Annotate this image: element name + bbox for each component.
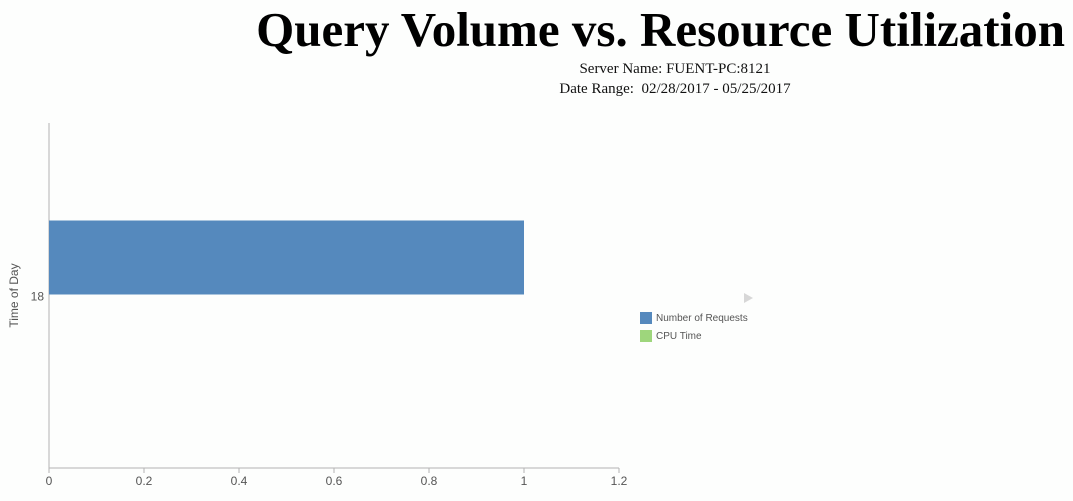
x-tick-label: 1	[521, 474, 528, 488]
legend-label: Number of Requests	[656, 312, 748, 324]
server-name-line: Server Name: FUENT-PC:8121	[579, 61, 771, 77]
y-tick-label: 18	[31, 290, 45, 304]
legend-item[interactable]: CPU Time	[640, 327, 748, 345]
legend-item[interactable]: Number of Requests	[640, 309, 748, 327]
legend-swatch	[640, 312, 652, 324]
x-tick-label: 0.4	[231, 474, 248, 488]
legend-label: CPU Time	[656, 330, 702, 342]
x-tick-label: 0	[46, 474, 53, 488]
chart-subtitle: Server Name: FUENT-PC:8121 Date Range: 0…	[475, 59, 875, 99]
date-range-line: Date Range: 02/28/2017 - 05/25/2017	[559, 81, 791, 97]
x-tick-label: 0.6	[326, 474, 343, 488]
x-tick-label: 0.8	[421, 474, 438, 488]
legend-expand-arrow-icon[interactable]	[744, 293, 753, 303]
bar-number-of-requests	[49, 220, 524, 295]
legend-swatch	[640, 330, 652, 342]
x-tick-label: 0.2	[136, 474, 153, 488]
y-axis-title: Time of Day	[7, 263, 21, 327]
chart-title: Query Volume vs. Resource Utilization	[256, 2, 1065, 57]
x-tick-label: 1.2	[611, 474, 628, 488]
chart-legend: Number of Requests CPU Time	[640, 309, 748, 345]
